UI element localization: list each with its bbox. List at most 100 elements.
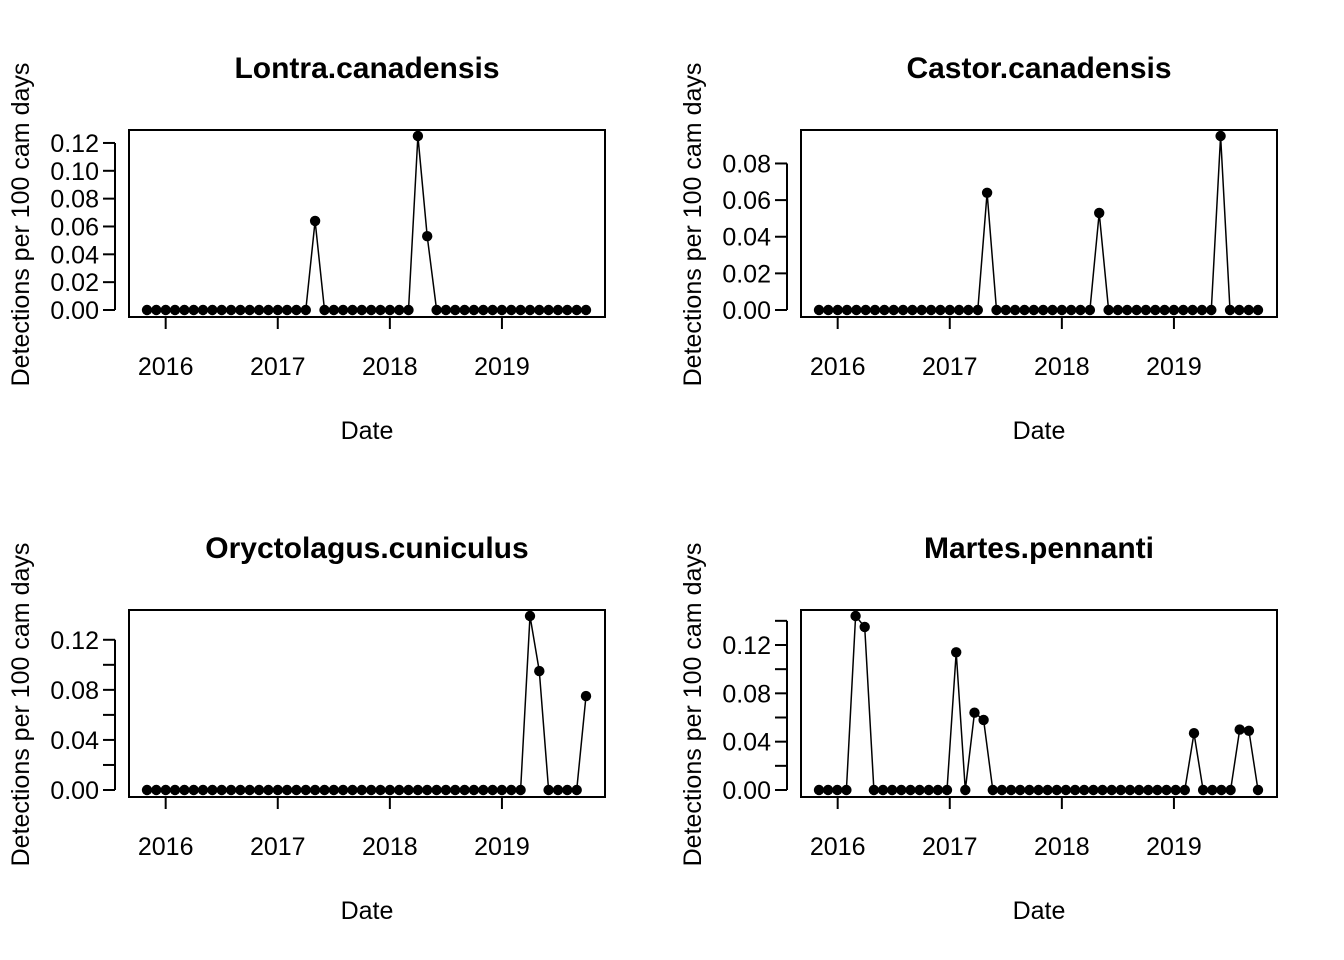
data-point: [897, 304, 909, 316]
data-point: [179, 304, 190, 316]
data-point: [935, 304, 946, 316]
data-point: [207, 784, 218, 796]
data-point: [1005, 784, 1017, 796]
data-point: [1009, 304, 1021, 316]
data-point: [1234, 304, 1245, 316]
data-point: [366, 784, 377, 796]
data-point: [869, 304, 881, 316]
data-point: [487, 304, 498, 316]
data-point: [1133, 784, 1145, 796]
data-point: [197, 304, 209, 316]
data-point: [1207, 784, 1218, 796]
data-point: [851, 304, 862, 316]
data-point: [384, 784, 396, 796]
data-point: [1060, 784, 1072, 796]
data-point: [951, 647, 962, 658]
data-point: [384, 304, 396, 316]
data-point: [1188, 728, 1200, 739]
data-point: [841, 784, 852, 796]
y-tick-label: 0.04: [50, 727, 99, 755]
data-point: [235, 304, 246, 316]
data-point: [1178, 304, 1189, 316]
data-point: [562, 784, 573, 796]
data-point: [225, 304, 237, 316]
data-point: [907, 304, 918, 316]
y-tick-label: 0.12: [50, 130, 99, 158]
data-point: [440, 784, 452, 796]
data-point: [412, 784, 424, 796]
data-point: [850, 610, 861, 622]
data-point: [450, 304, 461, 316]
y-tick-label: 0.04: [50, 241, 99, 269]
data-point: [552, 784, 564, 796]
x-axis-label: Date: [341, 897, 394, 925]
data-point: [281, 304, 293, 316]
data-point: [534, 304, 545, 316]
data-point: [450, 784, 461, 796]
y-tick-label: 0.00: [50, 777, 99, 805]
y-tick-label: 0.02: [722, 260, 771, 288]
data-point: [1225, 784, 1236, 796]
data-point: [972, 304, 983, 316]
y-tick-label: 0.10: [50, 158, 99, 186]
data-point: [571, 304, 582, 316]
data-point: [1112, 304, 1124, 316]
x-tick-label: 2018: [1034, 353, 1090, 381]
data-point: [300, 304, 311, 316]
data-point: [1152, 784, 1163, 796]
data-point: [1252, 784, 1264, 796]
y-axis-label: Detections per 100 cam days: [679, 543, 707, 867]
chart-title: Lontra.canadensis: [234, 52, 499, 85]
data-point: [263, 304, 274, 316]
data-point: [580, 304, 592, 316]
data-point: [403, 304, 414, 316]
data-point: [1252, 304, 1264, 316]
data-point: [543, 304, 554, 316]
chart-title: Oryctolagus.cuniculus: [205, 532, 528, 565]
data-point: [923, 784, 934, 796]
data-point: [580, 690, 592, 702]
data-point: [1024, 784, 1035, 796]
y-tick-label: 0.06: [722, 187, 771, 215]
x-tick-label: 2019: [1146, 353, 1202, 381]
data-point: [337, 784, 349, 796]
y-axis-label: Detections per 100 cam days: [679, 63, 707, 387]
data-point: [1243, 725, 1255, 736]
data-point: [366, 304, 377, 316]
data-point: [151, 304, 162, 316]
data-point: [478, 784, 489, 796]
data-point: [422, 231, 433, 242]
data-point: [1066, 304, 1077, 316]
x-tick-label: 2018: [362, 833, 418, 861]
data-point: [1170, 784, 1181, 796]
x-axis-label: Date: [1013, 417, 1066, 445]
data-point: [896, 784, 907, 796]
data-point: [953, 304, 965, 316]
data-point: [822, 784, 834, 796]
data-point: [524, 610, 536, 622]
x-tick-label: 2016: [138, 353, 194, 381]
y-tick-label: 0.08: [722, 680, 771, 708]
y-tick-label: 0.08: [50, 186, 99, 214]
data-point: [291, 304, 302, 316]
data-point: [1015, 784, 1026, 796]
data-point: [925, 304, 937, 316]
data-point: [515, 784, 526, 796]
data-point: [1196, 304, 1208, 316]
data-point: [244, 304, 255, 316]
data-point: [1243, 304, 1254, 316]
y-tick-label: 0.12: [722, 632, 771, 660]
y-tick-label: 0.06: [50, 213, 99, 241]
data-point: [160, 304, 171, 316]
data-point: [328, 784, 339, 796]
data-point: [515, 304, 526, 316]
data-point: [877, 784, 889, 796]
y-tick-label: 0.08: [722, 150, 771, 178]
data-point: [375, 304, 386, 316]
data-point: [860, 304, 871, 316]
series-line: [819, 135, 1258, 311]
data-point: [1234, 724, 1245, 735]
data-point: [319, 304, 330, 316]
data-point: [272, 304, 283, 316]
